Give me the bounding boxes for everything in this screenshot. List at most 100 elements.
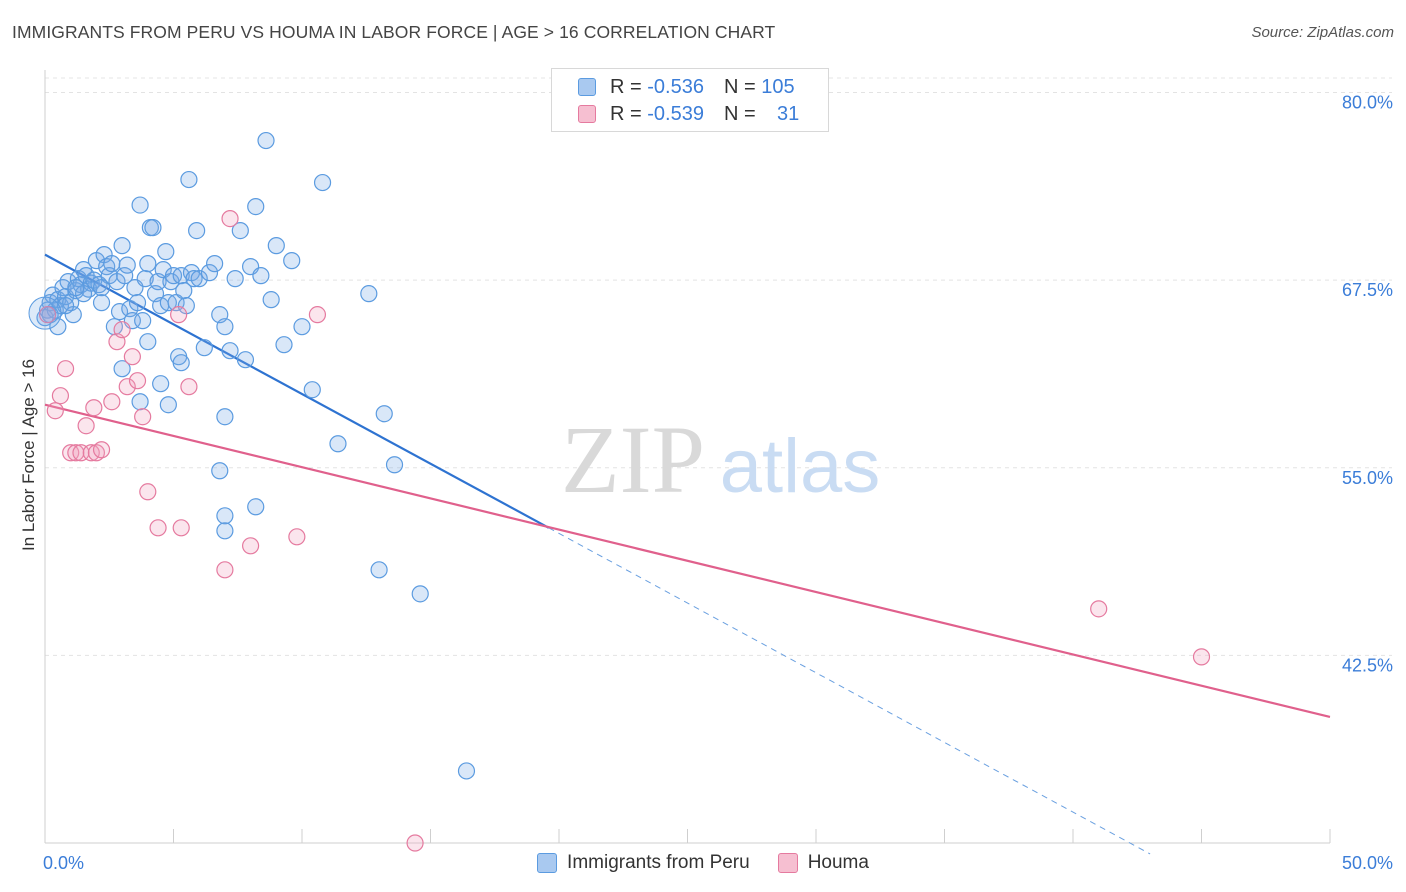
data-point-peru — [134, 312, 152, 330]
data-point-peru — [375, 405, 393, 423]
legend-box: R = -0.536 N = 105 R = -0.539 N = 31 — [551, 68, 829, 132]
bottom-legend-label: Immigrants from Peru — [567, 852, 750, 873]
data-point-peru — [139, 255, 157, 273]
data-point-peru — [118, 256, 136, 274]
watermark-zip: ZIP — [561, 406, 705, 513]
legend-r-label: R = — [610, 102, 642, 125]
data-point-peru — [216, 408, 234, 426]
data-point-houma — [308, 306, 327, 324]
legend-row-houma: R = -0.539 N = 31 — [578, 103, 799, 125]
data-point-houma — [92, 441, 111, 459]
data-point-peru — [221, 342, 239, 360]
legend-n-value: 105 — [761, 75, 795, 98]
data-point-peru — [92, 294, 111, 312]
y-tick-label: 80.0% — [1342, 93, 1393, 113]
data-point-houma — [406, 834, 424, 852]
data-point-houma — [1192, 648, 1211, 666]
trend-line-houma — [44, 403, 1331, 718]
data-point-peru — [131, 393, 149, 411]
data-point-peru — [131, 196, 149, 214]
data-point-peru — [116, 267, 134, 285]
data-point-houma — [170, 306, 188, 324]
data-point-peru — [303, 381, 321, 399]
data-point-houma — [85, 399, 103, 417]
data-point-peru — [275, 336, 293, 354]
legend-swatch-peru — [578, 78, 596, 96]
data-point-houma — [113, 321, 131, 339]
data-point-peru — [252, 267, 270, 285]
data-point-peru — [216, 522, 234, 540]
bottom-legend-peru[interactable]: Immigrants from Peru — [537, 852, 750, 874]
y-tick-label: 42.5% — [1342, 655, 1393, 675]
y-tick-labels: 42.5% 55.0% 67.5% 80.0% — [1342, 93, 1393, 676]
legend-swatch-houma — [578, 105, 596, 123]
data-point-peru — [329, 435, 347, 453]
data-point-peru — [180, 170, 198, 189]
data-point-houma — [172, 519, 190, 537]
bottom-legend-houma[interactable]: Houma — [777, 852, 869, 874]
data-point-peru — [231, 222, 249, 240]
data-point-houma — [149, 519, 167, 537]
y-tick-label: 67.5% — [1342, 280, 1393, 300]
data-point-houma — [242, 537, 260, 555]
bottom-legend: Immigrants from Peru Houma — [0, 852, 1406, 874]
data-point-peru — [257, 131, 275, 150]
data-point-peru — [206, 255, 224, 273]
data-point-peru — [144, 219, 162, 237]
data-point-peru — [247, 498, 265, 516]
axes — [44, 70, 1331, 844]
data-point-peru — [247, 197, 265, 216]
data-point-houma — [221, 209, 239, 228]
data-point-houma — [103, 393, 121, 411]
data-point-houma — [1090, 600, 1108, 618]
data-point-houma — [123, 348, 141, 366]
data-point-houma — [288, 528, 306, 546]
bottom-legend-swatch-peru — [537, 853, 558, 873]
data-point-peru — [113, 237, 131, 255]
legend-r-label: R = — [610, 75, 642, 98]
data-point-peru — [293, 318, 311, 336]
data-point-peru — [216, 507, 234, 525]
y-axis-title: In Labor Force | Age > 16 — [19, 359, 38, 551]
data-point-peru — [188, 222, 206, 240]
data-point-peru — [157, 243, 175, 261]
data-point-peru — [411, 585, 429, 603]
data-point-houma — [38, 306, 57, 324]
legend-n-value: 31 — [776, 102, 800, 125]
data-point-peru — [152, 375, 170, 393]
data-point-peru — [283, 252, 301, 270]
data-point-peru — [185, 270, 203, 288]
data-point-peru — [385, 456, 404, 474]
x-tick-label: 0.0% — [43, 853, 84, 873]
chart-title: IMMIGRANTS FROM PERU VS HOUMA IN LABOR F… — [12, 22, 776, 42]
data-point-houma — [134, 408, 152, 426]
data-point-peru — [154, 261, 172, 279]
data-point-peru — [211, 462, 229, 480]
data-point-peru — [190, 270, 208, 288]
data-point-peru — [28, 296, 62, 330]
data-point-peru — [457, 762, 476, 780]
x-tick-labels: 0.0% 50.0% — [43, 853, 1393, 873]
data-point-houma — [77, 417, 95, 435]
data-point-peru — [236, 351, 255, 369]
data-point-houma — [56, 360, 75, 378]
data-point-houma — [46, 402, 64, 420]
legend-n-label: N = — [723, 75, 756, 98]
legend-r-value: -0.536 — [647, 75, 704, 98]
data-point-peru — [216, 318, 234, 336]
trend-lines — [44, 253, 1331, 855]
data-point-peru — [49, 318, 67, 336]
data-point-houma — [139, 483, 157, 501]
legend-r-value: -0.539 — [647, 102, 704, 125]
data-point-peru — [370, 561, 388, 579]
data-point-peru — [313, 173, 332, 192]
data-point-peru — [172, 354, 190, 372]
data-point-peru — [195, 339, 213, 357]
data-point-houma — [82, 444, 100, 462]
data-point-houma — [128, 372, 147, 390]
data-point-peru — [128, 294, 147, 312]
data-point-peru — [267, 237, 285, 255]
data-point-peru — [110, 303, 129, 321]
data-point-peru — [360, 285, 378, 303]
